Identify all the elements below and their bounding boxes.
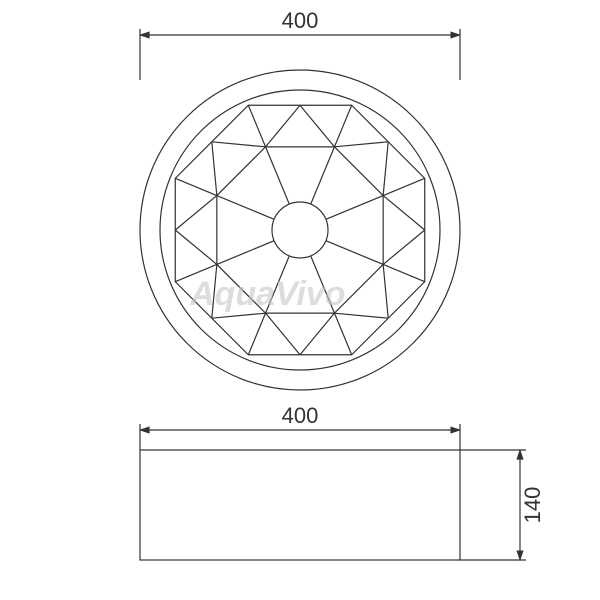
- top-view: [140, 70, 460, 390]
- outer-octagon: [175, 105, 425, 355]
- top-width-label: 400: [282, 8, 319, 33]
- side-height-dimension: 140: [460, 450, 545, 560]
- outer-circle: [140, 70, 460, 390]
- facet-radials: [175, 105, 425, 355]
- inner-rim-circle: [160, 90, 440, 370]
- top-width-dimension: 400: [140, 8, 460, 80]
- watermark-text: AquaVivo: [189, 275, 346, 313]
- technical-drawing: 400: [0, 0, 600, 600]
- side-width-dimension: 400: [140, 403, 460, 450]
- facet-folds: [175, 105, 425, 355]
- side-width-label: 400: [282, 403, 319, 428]
- side-rect: [140, 450, 460, 560]
- drain-circle: [272, 202, 328, 258]
- side-height-label: 140: [520, 487, 545, 524]
- side-view: 400 140: [140, 403, 545, 560]
